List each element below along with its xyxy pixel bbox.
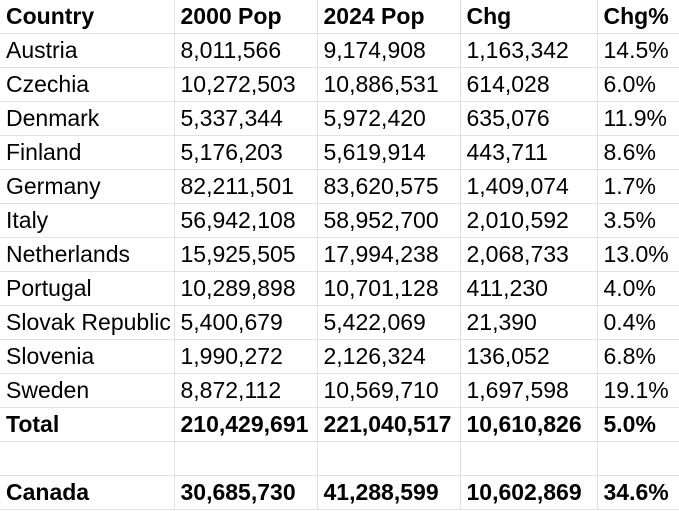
cell-country[interactable]: Portugal	[0, 271, 175, 306]
cell-canada-chg-pct[interactable]: 34.6%	[597, 475, 679, 510]
cell-canada-pop-2000[interactable]: 30,685,730	[174, 475, 318, 510]
cell-country[interactable]: Finland	[0, 135, 175, 170]
cell-chg-pct[interactable]: 3.5%	[597, 203, 679, 238]
cell-chg[interactable]: 443,711	[460, 135, 598, 170]
cell-chg[interactable]: 2,010,592	[460, 203, 598, 238]
table-row-denmark: Denmark 5,337,344 5,972,420 635,076 11.9…	[0, 101, 679, 136]
cell-total-chg[interactable]: 10,610,826	[460, 407, 598, 442]
cell-chg-pct[interactable]: 0.4%	[597, 305, 679, 340]
cell-chg[interactable]: 1,409,074	[460, 169, 598, 204]
cell-country[interactable]: Germany	[0, 169, 175, 204]
cell-country[interactable]: Netherlands	[0, 237, 175, 272]
cell-pop-2000[interactable]: 5,337,344	[174, 101, 318, 136]
header-row: Country 2000 Pop 2024 Pop Chg Chg%	[0, 0, 679, 34]
cell-chg-pct[interactable]: 4.0%	[597, 271, 679, 306]
table-row-austria: Austria 8,011,566 9,174,908 1,163,342 14…	[0, 33, 679, 68]
cell-chg-pct[interactable]: 8.6%	[597, 135, 679, 170]
cell-pop-2000[interactable]: 1,990,272	[174, 339, 318, 374]
cell-pop-2000[interactable]: 5,176,203	[174, 135, 318, 170]
table-row-netherlands: Netherlands 15,925,505 17,994,238 2,068,…	[0, 237, 679, 272]
cell-chg-pct[interactable]: 6.0%	[597, 67, 679, 102]
cell-empty[interactable]	[0, 441, 175, 476]
total-row: Total 210,429,691 221,040,517 10,610,826…	[0, 407, 679, 442]
cell-pop-2024[interactable]: 5,972,420	[317, 101, 461, 136]
cell-chg-pct[interactable]: 13.0%	[597, 237, 679, 272]
cell-chg-pct[interactable]: 11.9%	[597, 101, 679, 136]
cell-chg-pct[interactable]: 1.7%	[597, 169, 679, 204]
cell-pop-2024[interactable]: 17,994,238	[317, 237, 461, 272]
cell-pop-2000[interactable]: 8,872,112	[174, 373, 318, 408]
cell-pop-2000[interactable]: 82,211,501	[174, 169, 318, 204]
cell-chg[interactable]: 2,068,733	[460, 237, 598, 272]
cell-pop-2024[interactable]: 2,126,324	[317, 339, 461, 374]
table-row-portugal: Portugal 10,289,898 10,701,128 411,230 4…	[0, 271, 679, 306]
cell-empty[interactable]	[174, 441, 318, 476]
cell-chg[interactable]: 1,697,598	[460, 373, 598, 408]
cell-chg[interactable]: 1,163,342	[460, 33, 598, 68]
cell-total-pop-2024[interactable]: 221,040,517	[317, 407, 461, 442]
table-row-slovenia: Slovenia 1,990,272 2,126,324 136,052 6.8…	[0, 339, 679, 374]
cell-total-pop-2000[interactable]: 210,429,691	[174, 407, 318, 442]
cell-pop-2000[interactable]: 8,011,566	[174, 33, 318, 68]
cell-pop-2024[interactable]: 5,422,069	[317, 305, 461, 340]
cell-chg[interactable]: 411,230	[460, 271, 598, 306]
canada-row: Canada 30,685,730 41,288,599 10,602,869 …	[0, 475, 679, 510]
header-country[interactable]: Country	[0, 0, 175, 34]
cell-chg[interactable]: 635,076	[460, 101, 598, 136]
cell-pop-2000[interactable]: 15,925,505	[174, 237, 318, 272]
table-row-czechia: Czechia 10,272,503 10,886,531 614,028 6.…	[0, 67, 679, 102]
table-row-slovak-republic: Slovak Republic 5,400,679 5,422,069 21,3…	[0, 305, 679, 340]
cell-pop-2024[interactable]: 10,701,128	[317, 271, 461, 306]
table-row-italy: Italy 56,942,108 58,952,700 2,010,592 3.…	[0, 203, 679, 238]
cell-pop-2000[interactable]: 5,400,679	[174, 305, 318, 340]
cell-pop-2024[interactable]: 10,886,531	[317, 67, 461, 102]
cell-country[interactable]: Austria	[0, 33, 175, 68]
cell-pop-2000[interactable]: 10,272,503	[174, 67, 318, 102]
header-2024-pop[interactable]: 2024 Pop	[317, 0, 461, 34]
cell-chg[interactable]: 136,052	[460, 339, 598, 374]
cell-canada-chg[interactable]: 10,602,869	[460, 475, 598, 510]
cell-country[interactable]: Sweden	[0, 373, 175, 408]
cell-chg-pct[interactable]: 6.8%	[597, 339, 679, 374]
cell-empty[interactable]	[597, 441, 679, 476]
cell-empty[interactable]	[317, 441, 461, 476]
header-chg-pct[interactable]: Chg%	[597, 0, 679, 34]
cell-pop-2024[interactable]: 5,619,914	[317, 135, 461, 170]
cell-pop-2024[interactable]: 10,569,710	[317, 373, 461, 408]
cell-chg-pct[interactable]: 14.5%	[597, 33, 679, 68]
cell-country[interactable]: Slovak Republic	[0, 305, 175, 340]
cell-country[interactable]: Denmark	[0, 101, 175, 136]
cell-chg-pct[interactable]: 19.1%	[597, 373, 679, 408]
cell-total-chg-pct[interactable]: 5.0%	[597, 407, 679, 442]
cell-pop-2024[interactable]: 9,174,908	[317, 33, 461, 68]
cell-pop-2024[interactable]: 83,620,575	[317, 169, 461, 204]
cell-canada-label[interactable]: Canada	[0, 475, 175, 510]
cell-empty[interactable]	[460, 441, 598, 476]
cell-pop-2000[interactable]: 10,289,898	[174, 271, 318, 306]
cell-canada-pop-2024[interactable]: 41,288,599	[317, 475, 461, 510]
cell-chg[interactable]: 614,028	[460, 67, 598, 102]
cell-country[interactable]: Czechia	[0, 67, 175, 102]
header-2000-pop[interactable]: 2000 Pop	[174, 0, 318, 34]
table-row-sweden: Sweden 8,872,112 10,569,710 1,697,598 19…	[0, 373, 679, 408]
empty-row	[0, 441, 679, 476]
cell-total-label[interactable]: Total	[0, 407, 175, 442]
cell-pop-2000[interactable]: 56,942,108	[174, 203, 318, 238]
cell-pop-2024[interactable]: 58,952,700	[317, 203, 461, 238]
header-chg[interactable]: Chg	[460, 0, 598, 34]
cell-country[interactable]: Slovenia	[0, 339, 175, 374]
table-row-finland: Finland 5,176,203 5,619,914 443,711 8.6%	[0, 135, 679, 170]
cell-chg[interactable]: 21,390	[460, 305, 598, 340]
cell-country[interactable]: Italy	[0, 203, 175, 238]
table-row-germany: Germany 82,211,501 83,620,575 1,409,074 …	[0, 169, 679, 204]
